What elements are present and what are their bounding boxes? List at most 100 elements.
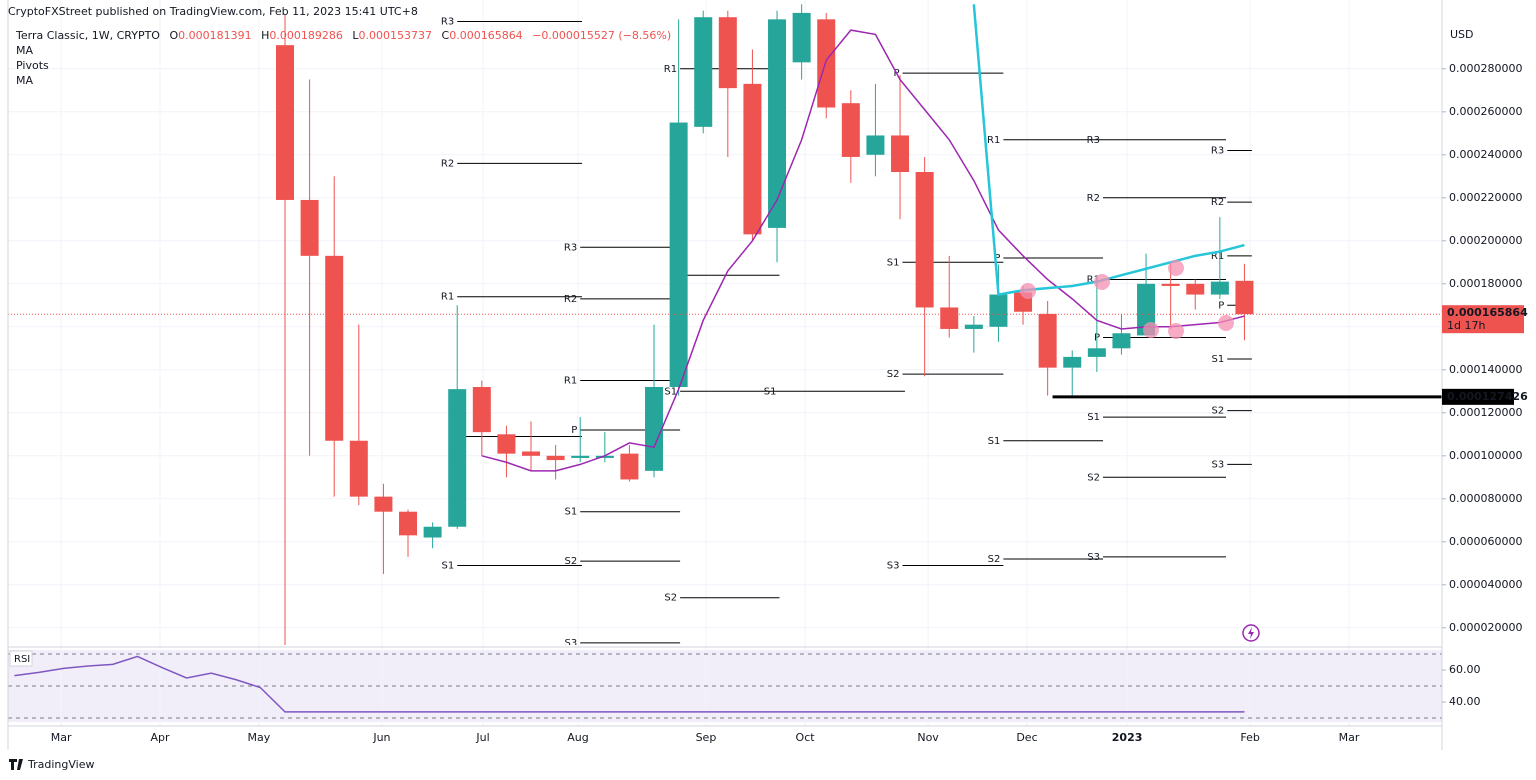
candle-body (1210, 281, 1229, 295)
brand-text: TradingView (27, 758, 94, 771)
rsi-pane (8, 653, 1442, 719)
ohlc-value: 0.000165864 (449, 29, 522, 42)
pivot-label: R2 (564, 294, 577, 305)
y-tick-label: 0.000040000 (1449, 578, 1522, 591)
ohlc-label: H (261, 29, 269, 42)
pivot-label: S2 (1212, 406, 1225, 417)
pivot-label: S1 (565, 507, 578, 518)
y-tick-label: 0.000180000 (1449, 277, 1522, 290)
alert-bolt[interactable] (1248, 627, 1254, 639)
candle-body (595, 455, 614, 458)
brand-logo (9, 759, 23, 770)
pivot-label: S1 (1087, 412, 1100, 423)
candle-body (743, 83, 762, 235)
ohlc-value: 0.000153737 (359, 29, 432, 42)
symbol-line: Terra Classic, 1W, CRYPTO O0.000181391 H… (15, 29, 671, 42)
symbol: Terra Classic, 1W, CRYPTO (15, 29, 160, 42)
candle-body (546, 455, 565, 461)
marker (1218, 315, 1234, 331)
candle-body (1087, 348, 1106, 357)
x-tick-label: Apr (151, 731, 171, 744)
moving-average (481, 29, 1245, 472)
ohlc-label: L (352, 29, 359, 42)
y-tick-label: 0.000060000 (1449, 535, 1522, 548)
rsi-title: RSI (14, 654, 30, 665)
price-label: 0.000165864 (1447, 306, 1528, 319)
y-tick-label: 0.000140000 (1449, 363, 1522, 376)
candle-body (1161, 283, 1180, 286)
candle-body (472, 387, 491, 433)
candle-body (915, 172, 934, 308)
pivot-label: S3 (1212, 459, 1225, 470)
x-tick-label: Oct (796, 731, 816, 744)
candle-body (817, 19, 836, 108)
highlight-markers (1020, 260, 1234, 339)
pivot-label: R3 (1211, 146, 1224, 157)
y-tick-label: 0.000280000 (1449, 62, 1522, 75)
candle-body (891, 135, 910, 172)
candle-body (349, 440, 368, 497)
pivot-label: S1 (441, 560, 454, 571)
grid (8, 0, 1442, 726)
pivot-label: R1 (664, 64, 677, 75)
candle-body (1235, 280, 1254, 315)
x-tick-label: Dec (1016, 731, 1037, 744)
candle-body (1038, 313, 1057, 368)
candle-body (276, 45, 295, 200)
candle-body (1186, 283, 1205, 295)
pivot-label: P (571, 425, 577, 436)
pivot-label: S1 (1212, 354, 1225, 365)
pivot-label: R3 (1087, 135, 1100, 146)
x-tick-label: Feb (1240, 731, 1259, 744)
pivot-label: R1 (441, 292, 454, 303)
pivot-label: S2 (988, 554, 1001, 565)
y-tick-label: 0.000200000 (1449, 234, 1522, 247)
candle-body (768, 19, 787, 228)
axes: 0.000020000 0.000040000 0.000060000 0.00008… (51, 62, 1528, 744)
pivot-label: S3 (565, 638, 578, 649)
rsi-label-box (9, 650, 33, 667)
ohlc-value: 0.000181391 (178, 29, 251, 42)
rsi-line (14, 655, 1245, 713)
pivot-label: R3 (441, 17, 454, 28)
pivot-label: S1 (764, 386, 777, 397)
candle-body (694, 17, 713, 127)
y-tick-label: 0.000080000 (1449, 492, 1522, 505)
x-tick-label: Aug (567, 731, 588, 744)
candle-body (1112, 333, 1131, 349)
pivot-label: S3 (887, 560, 900, 571)
x-tick-label: Mar (51, 731, 72, 744)
pivot-label: S2 (1087, 472, 1100, 483)
y-tick-label: 0.000260000 (1449, 105, 1522, 118)
alert-circle[interactable] (1242, 624, 1260, 642)
y-tick-label: 40.00 (1449, 695, 1481, 708)
pivot-label: R1 (564, 376, 577, 387)
ohlc-label: C (442, 29, 450, 42)
alert-icon[interactable] (1242, 624, 1260, 642)
pivot-label: R3 (564, 242, 577, 253)
pivot-label: P (994, 253, 1000, 264)
x-tick-label: May (248, 731, 271, 744)
legend-item[interactable]: Pivots (16, 59, 49, 72)
currency: USD (1450, 28, 1474, 41)
legend-item[interactable]: MA (16, 44, 33, 57)
candle-body (399, 511, 418, 536)
y-tick-label: 0.000100000 (1449, 449, 1522, 462)
price-label-box (1442, 305, 1524, 334)
candle-body (522, 451, 541, 456)
candle-body (374, 496, 393, 512)
header: CryptoFXStreet published on TradingView.… (8, 5, 1474, 87)
y-tick-label: 60.00 (1449, 663, 1481, 676)
legend-item[interactable]: MA (16, 74, 33, 87)
candle-body (325, 255, 344, 441)
pivot-label: S2 (565, 556, 578, 567)
candle-body (571, 455, 590, 458)
change: −0.000015527 (−8.56%) (532, 29, 671, 42)
marker (1143, 322, 1159, 338)
marker (1094, 274, 1110, 290)
candle-body (940, 307, 959, 329)
candle-body (792, 12, 811, 63)
pivot-label: R1 (987, 135, 1000, 146)
pivot-label: S3 (1087, 552, 1100, 563)
